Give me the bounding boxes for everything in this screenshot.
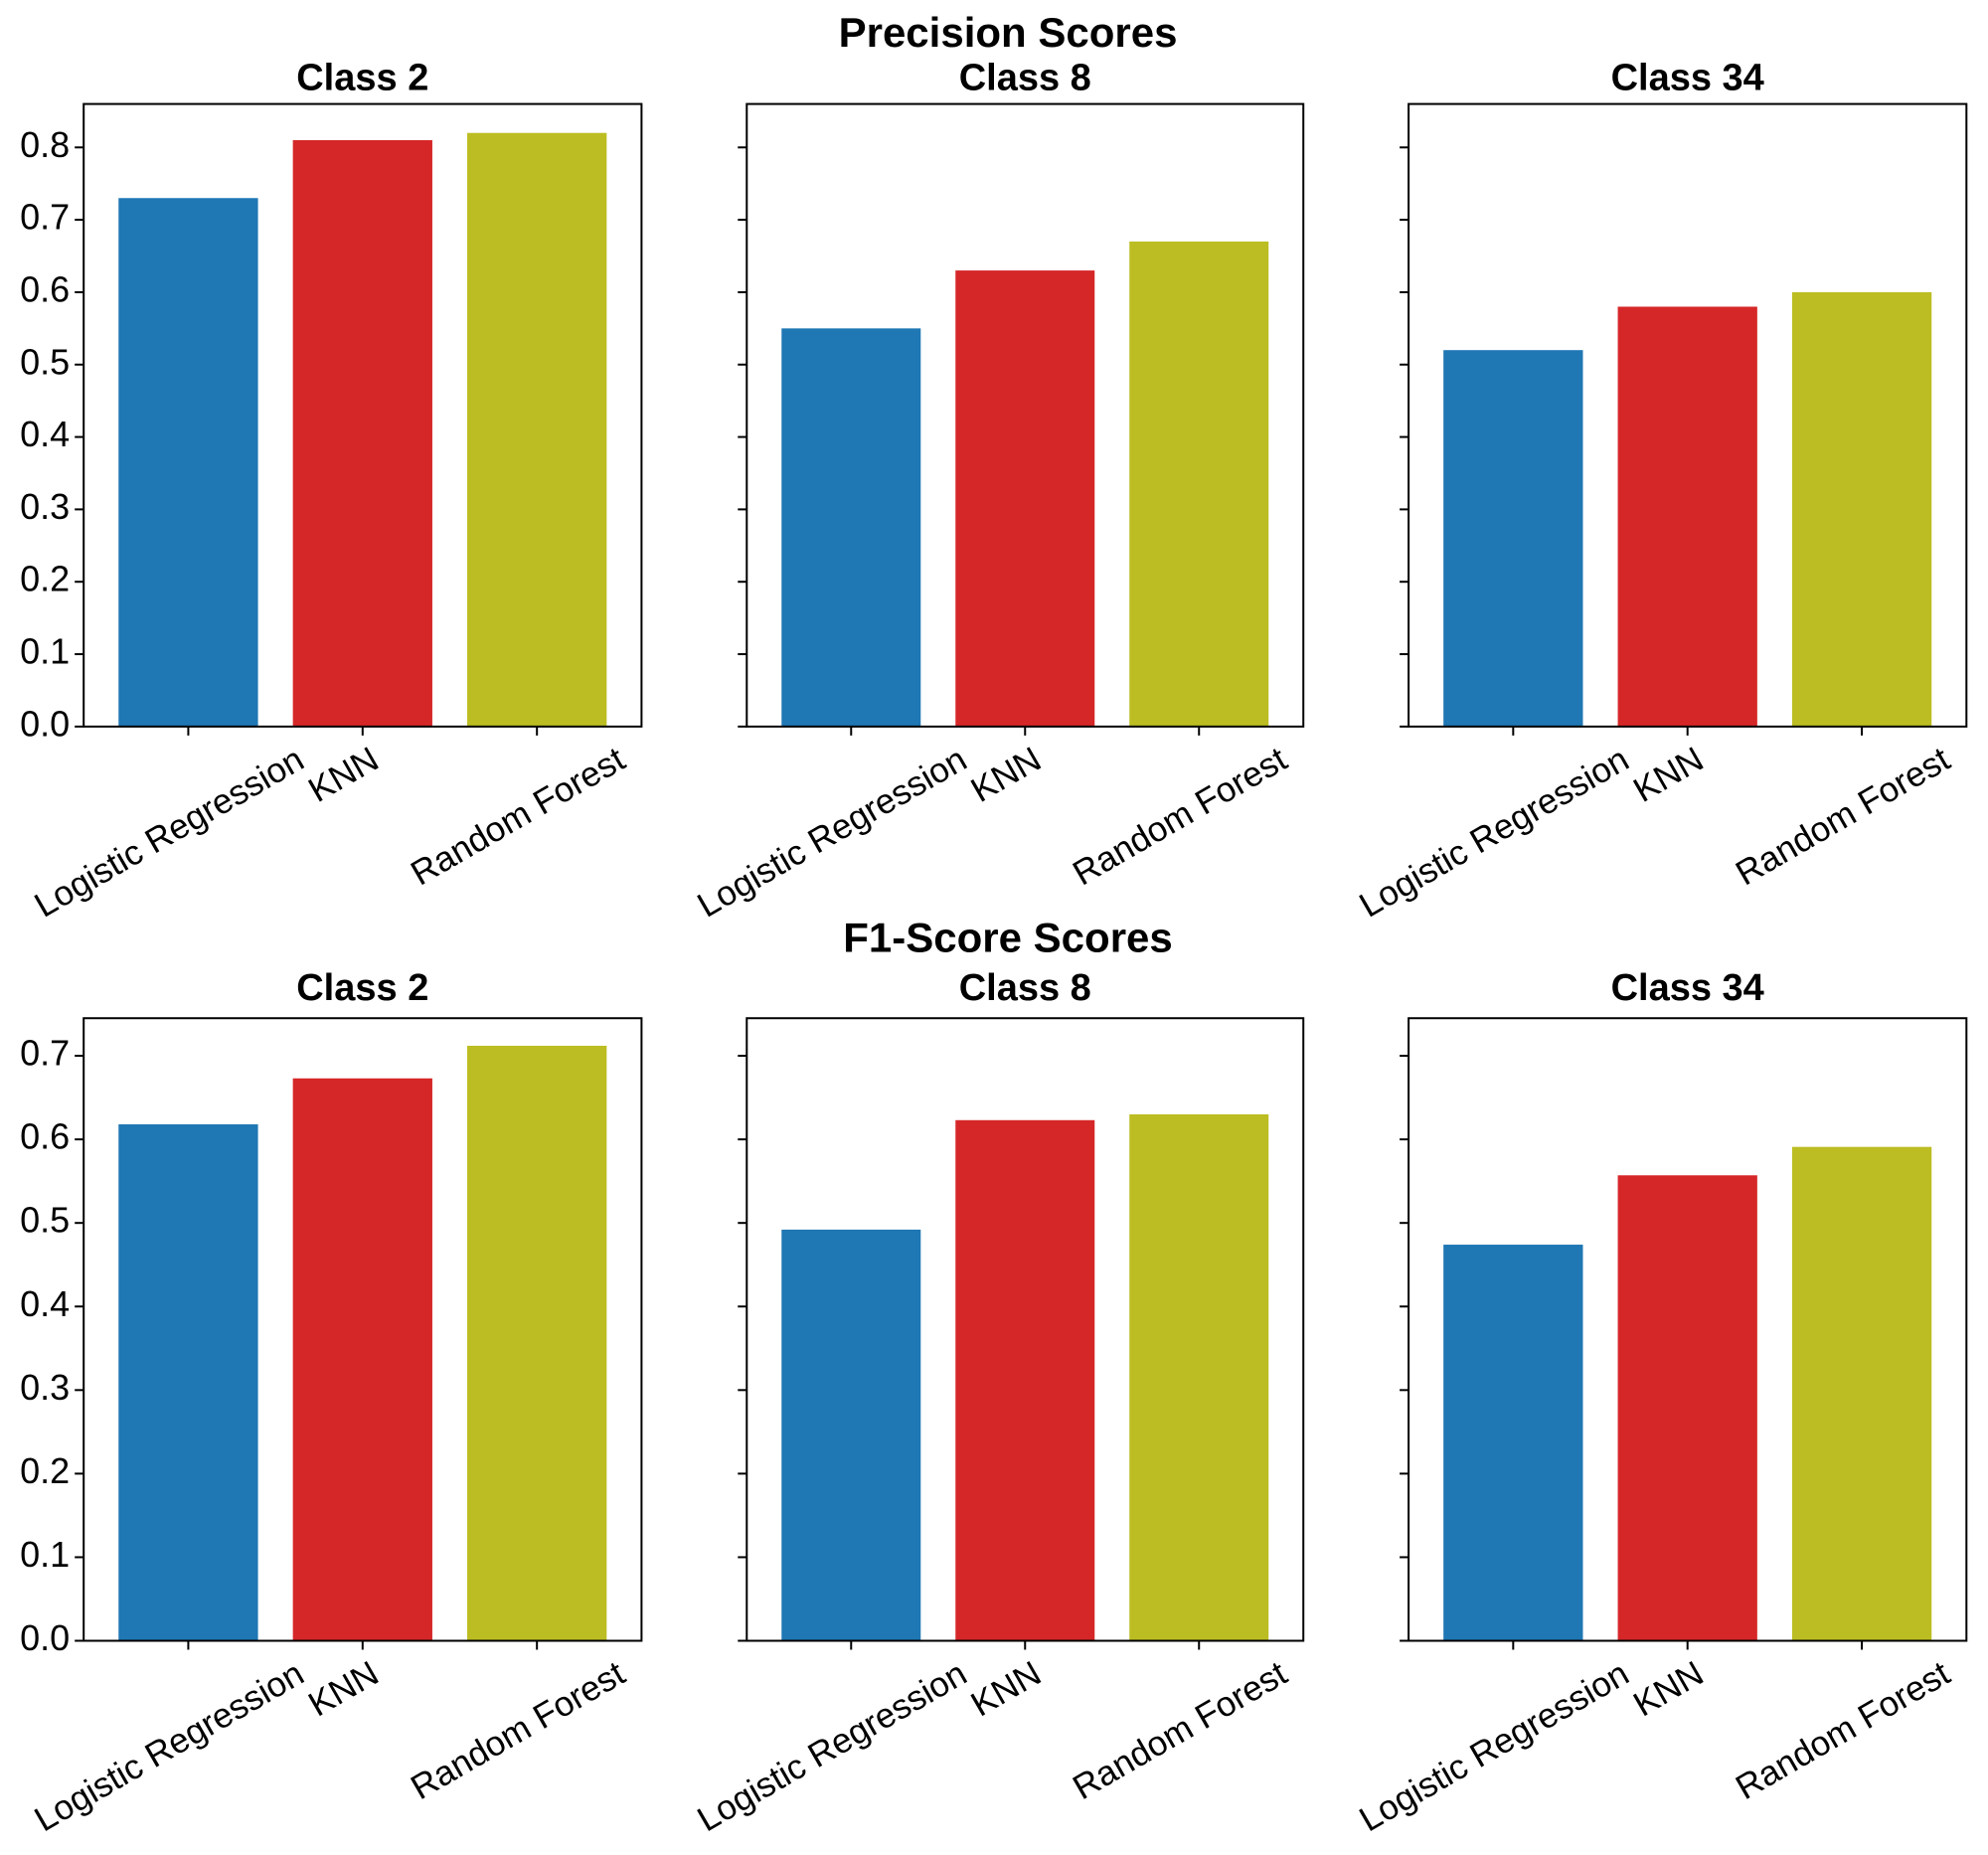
x-tick-label: Logistic Regression (691, 740, 973, 925)
figure-title: F1-Score Scores (843, 915, 1173, 961)
x-tick-label: Random Forest (405, 1654, 632, 1808)
y-tick-label: 0.5 (20, 341, 70, 382)
x-tick-label: Logistic Regression (28, 1654, 310, 1839)
y-tick-label: 0.3 (20, 486, 70, 527)
bar (118, 198, 258, 727)
x-tick-label: KNN (302, 740, 386, 810)
y-tick-label: 0.6 (20, 1116, 70, 1157)
y-tick-label: 0.8 (20, 124, 70, 165)
bar (292, 1078, 432, 1641)
bar (1617, 1175, 1757, 1641)
x-tick-label: Random Forest (1730, 740, 1957, 894)
x-tick-label: Logistic Regression (28, 740, 310, 925)
axes-frame (746, 102, 1305, 728)
y-tick-label: 0.7 (20, 1033, 70, 1074)
bar (781, 1229, 921, 1641)
x-tick-label: KNN (302, 1654, 386, 1725)
bar (955, 1119, 1095, 1641)
axes-frame (1408, 102, 1968, 728)
x-tick-label: Random Forest (1067, 1654, 1294, 1808)
bar (1443, 1245, 1583, 1641)
x-tick-label: Logistic Regression (1353, 1654, 1635, 1839)
y-tick-label: 0.7 (20, 197, 70, 238)
y-tick-label: 0.5 (20, 1200, 70, 1241)
y-tick-label: 0.6 (20, 268, 70, 309)
bar (1791, 1146, 1932, 1641)
panel-title: Class 2 (296, 57, 428, 98)
y-tick-label: 0.0 (20, 703, 70, 744)
bar (118, 1123, 258, 1641)
x-tick-label: Logistic Regression (691, 1654, 973, 1839)
y-tick-label: 0.2 (20, 1450, 70, 1491)
panel-title: Class 8 (959, 967, 1091, 1009)
y-tick-label: 0.1 (20, 1534, 70, 1575)
x-tick-label: Logistic Regression (1353, 740, 1635, 925)
x-tick-label: KNN (1627, 1654, 1711, 1725)
bar (1617, 306, 1757, 727)
y-tick-label: 0.1 (20, 631, 70, 672)
panel-title: Class 8 (959, 57, 1091, 98)
x-tick-label: Random Forest (405, 740, 632, 894)
bar (467, 1045, 607, 1641)
bar (467, 132, 607, 727)
x-tick-label: Random Forest (1730, 1654, 1957, 1808)
x-tick-label: KNN (1627, 740, 1711, 810)
bar (1129, 1113, 1269, 1641)
bar (955, 270, 1095, 727)
axes-frame (1408, 1017, 1968, 1642)
bar (292, 140, 432, 727)
axes-frame (83, 102, 643, 728)
y-tick-label: 0.0 (20, 1617, 70, 1658)
y-tick-label: 0.2 (20, 559, 70, 599)
bar (1129, 241, 1269, 727)
y-tick-label: 0.4 (20, 1283, 70, 1324)
y-tick-label: 0.4 (20, 414, 70, 454)
axes-frame (83, 1017, 643, 1642)
panel-title: Class 2 (296, 967, 428, 1009)
figure-title: Precision Scores (839, 9, 1178, 56)
y-tick-label: 0.3 (20, 1367, 70, 1408)
bar (1791, 291, 1932, 727)
panel-title: Class 34 (1611, 967, 1764, 1009)
x-tick-label: Random Forest (1067, 740, 1294, 894)
panel-title: Class 34 (1611, 57, 1764, 98)
x-tick-label: KNN (964, 1654, 1048, 1725)
axes-frame (746, 1017, 1305, 1642)
bar (781, 328, 921, 727)
bar (1443, 350, 1583, 727)
x-tick-label: KNN (964, 740, 1048, 810)
